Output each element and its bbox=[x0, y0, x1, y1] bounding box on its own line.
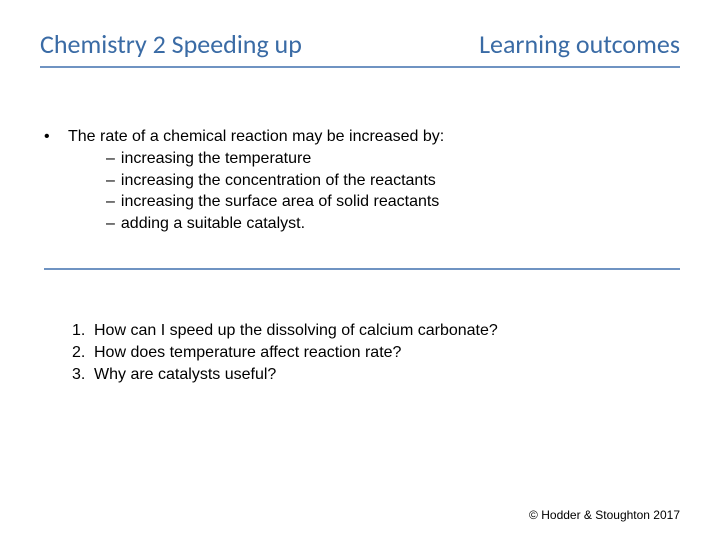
title-right: Learning outcomes bbox=[479, 28, 680, 60]
question-number: 3. bbox=[72, 364, 94, 386]
sub-item: – increasing the surface area of solid r… bbox=[106, 191, 680, 213]
dash-glyph: – bbox=[106, 148, 115, 170]
question-item: 3. Why are catalysts useful? bbox=[72, 364, 680, 386]
sub-item: – increasing the concentration of the re… bbox=[106, 170, 680, 192]
sub-item-text: increasing the surface area of solid rea… bbox=[121, 191, 439, 213]
question-number: 2. bbox=[72, 342, 94, 364]
sub-item: – increasing the temperature bbox=[106, 148, 680, 170]
question-text: How does temperature affect reaction rat… bbox=[94, 342, 401, 364]
body-content: • The rate of a chemical reaction may be… bbox=[40, 128, 680, 385]
intro-text: The rate of a chemical reaction may be i… bbox=[68, 128, 444, 146]
question-item: 2. How does temperature affect reaction … bbox=[72, 342, 680, 364]
copyright-footer: © Hodder & Stoughton 2017 bbox=[529, 508, 680, 522]
section-divider bbox=[44, 268, 680, 270]
dash-glyph: – bbox=[106, 213, 115, 235]
title-left: Chemistry 2 Speeding up bbox=[40, 28, 302, 60]
sub-item-text: increasing the concentration of the reac… bbox=[121, 170, 436, 192]
sub-item: – adding a suitable catalyst. bbox=[106, 213, 680, 235]
sub-item-text: adding a suitable catalyst. bbox=[121, 213, 305, 235]
question-item: 1. How can I speed up the dissolving of … bbox=[72, 320, 680, 342]
sub-list: – increasing the temperature – increasin… bbox=[106, 148, 680, 234]
question-text: Why are catalysts useful? bbox=[94, 364, 276, 386]
questions-list: 1. How can I speed up the dissolving of … bbox=[72, 320, 680, 385]
header: Chemistry 2 Speeding up Learning outcome… bbox=[40, 28, 680, 68]
dash-glyph: – bbox=[106, 170, 115, 192]
dash-glyph: – bbox=[106, 191, 115, 213]
slide: Chemistry 2 Speeding up Learning outcome… bbox=[0, 0, 720, 540]
sub-item-text: increasing the temperature bbox=[121, 148, 311, 170]
question-number: 1. bbox=[72, 320, 94, 342]
bullet-item: • The rate of a chemical reaction may be… bbox=[44, 128, 680, 146]
bullet-glyph: • bbox=[44, 128, 68, 146]
question-text: How can I speed up the dissolving of cal… bbox=[94, 320, 498, 342]
